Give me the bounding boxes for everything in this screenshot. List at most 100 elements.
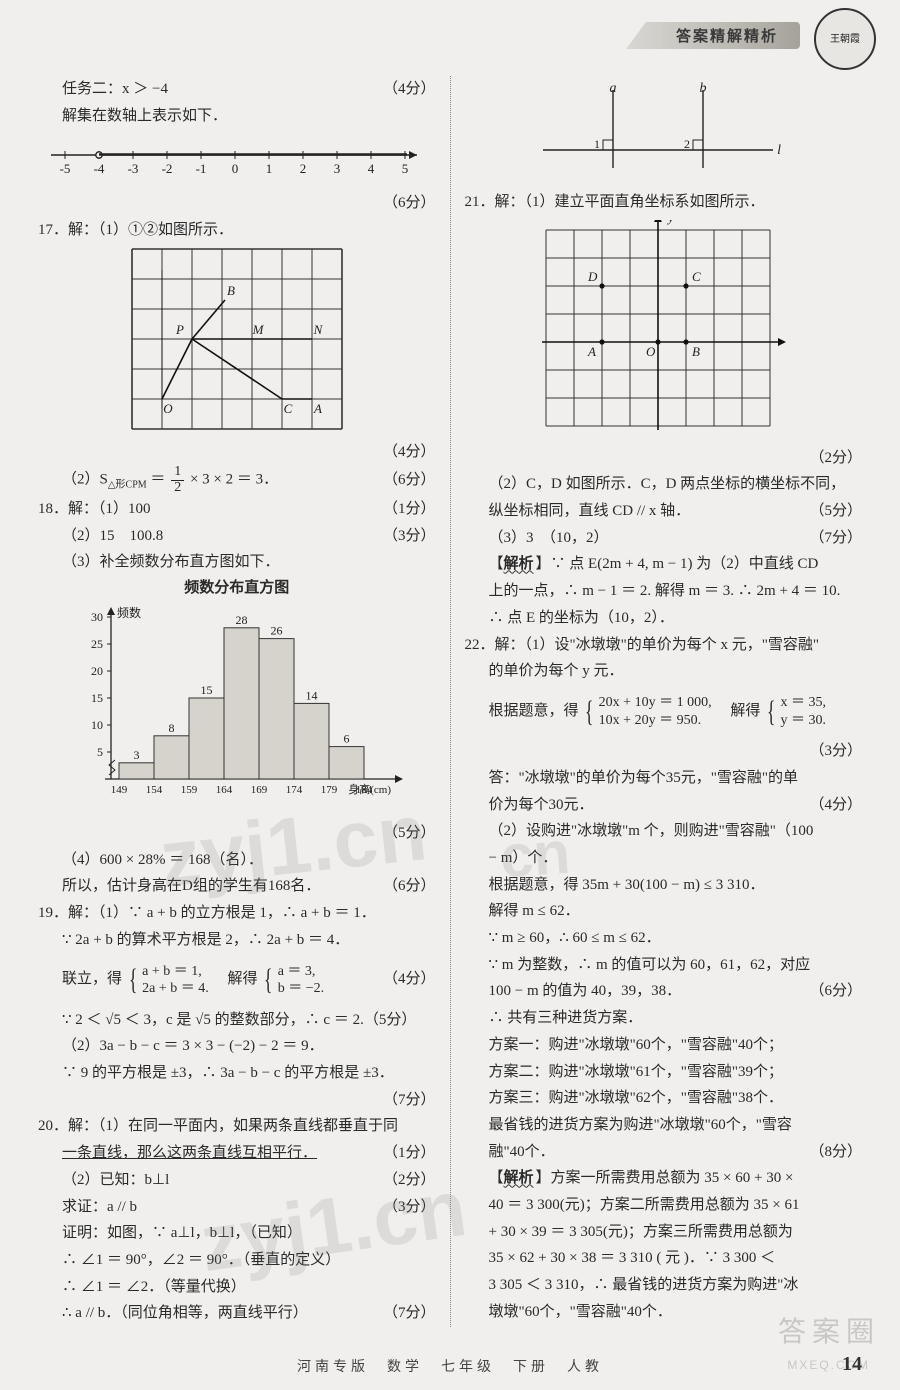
text: 方案二：购进"冰墩墩"61个，"雪容融"39个；: [489, 1059, 863, 1086]
right-column: a b l 1 2 21．解：（1）建立平面直角坐标系如图所示． xyABCDO （2分…: [451, 70, 877, 1327]
svg-text:P: P: [175, 322, 184, 337]
svg-text:15: 15: [200, 683, 212, 697]
seal-stamp: 王朝霞: [814, 8, 876, 70]
geometry-grid-figure: OPBMNCA: [38, 248, 436, 435]
svg-text:15: 15: [91, 691, 103, 705]
text: 的单价为每个 y 元．: [489, 658, 863, 685]
text: 根据题意，得 35m + 30(100 − m) ≤ 3 310．: [489, 872, 863, 899]
text: （3）补全频数分布直方图如下．: [62, 549, 436, 576]
coord-grid-svg: xyABCDO: [536, 220, 790, 436]
text: （2）C，D 如图所示．C，D 两点坐标的横坐标不同，: [489, 471, 863, 498]
score: （6分）: [375, 190, 436, 217]
svg-text:164: 164: [216, 784, 233, 796]
svg-text:1: 1: [266, 161, 273, 176]
text: 3 305 ＜ 3 310，∴ 最省钱的进货方案为购进"冰: [489, 1272, 863, 1299]
content-columns: 任务二：x ＞ −4（4分） 解集在数轴上表示如下． -5-4-3-2-1012…: [0, 70, 900, 1327]
text: ∵ 9 的平方根是 ±3，∴ 3a − b − c 的平方根是 ±3．: [62, 1060, 436, 1087]
histogram-figure: 51015202530频数381528261461491541591641691…: [38, 601, 436, 816]
text: （2）S△形CPM ＝ 12 × 3 × 2 ＝ 3．: [62, 465, 375, 495]
svg-text:M: M: [251, 322, 264, 337]
score: （5分）: [375, 820, 436, 847]
text: 【解析】方案一所需费用总额为 35 × 60 + 30 ×: [489, 1165, 863, 1192]
svg-text:1: 1: [594, 137, 600, 151]
text: （2）3a − b − c ＝ 3 × 3 − (−2) − 2 ＝ 9．: [62, 1033, 436, 1060]
svg-text:5: 5: [97, 745, 103, 759]
text: 求证：a // b: [62, 1194, 375, 1221]
svg-text:4: 4: [368, 161, 375, 176]
score: （6分）: [375, 873, 436, 900]
svg-text:l: l: [777, 143, 781, 158]
text: 一条直线，那么这两条直线互相平行．: [62, 1140, 375, 1167]
text: （2）15 100.8: [62, 523, 375, 550]
svg-text:2: 2: [300, 161, 307, 176]
footer-text: 河南专版 数学 七年级 下册 人教: [0, 1356, 900, 1376]
text: ∴ ∠1 ＝ 90°，∠2 ＝ 90°．（垂直的定义）: [62, 1247, 436, 1274]
text: 解得 m ≤ 62．: [489, 898, 863, 925]
svg-text:8: 8: [168, 721, 174, 735]
svg-text:a: a: [610, 81, 617, 96]
page-number: 14: [842, 1353, 862, 1376]
text: − m）个．: [489, 845, 863, 872]
svg-text:N: N: [312, 322, 323, 337]
text: 上的一点，∴ m − 1 ＝ 2. 解得 m ＝ 3. ∴ 2m + 4 ＝ 1…: [489, 578, 863, 605]
svg-text:B: B: [227, 283, 235, 298]
score: （4分）: [375, 76, 436, 103]
geometry-grid-svg: OPBMNCA: [131, 248, 343, 430]
text: 35 × 62 + 30 × 38 ＝ 3 310 ( 元 )．∵ 3 300 …: [489, 1245, 863, 1272]
text: 100 − m 的值为 40，39，38．: [489, 978, 802, 1005]
numberline-figure: -5-4-3-2-1012345: [38, 133, 436, 186]
score: （3分）: [375, 1194, 436, 1221]
svg-text:-3: -3: [127, 161, 138, 176]
score: （7分）: [375, 1087, 436, 1114]
svg-text:169: 169: [251, 784, 268, 796]
perpendicular-figure: a b l 1 2: [465, 80, 863, 185]
svg-text:0: 0: [232, 161, 239, 176]
svg-text:2: 2: [684, 137, 690, 151]
svg-text:149: 149: [111, 784, 128, 796]
svg-text:D: D: [587, 269, 598, 284]
score: （4分）: [375, 439, 436, 466]
text: （2）设购进"冰墩墩"m 个，则购进"雪容融"（100: [489, 818, 863, 845]
text: 融"40个．: [489, 1139, 802, 1166]
text: ∴ 点 E 的坐标为（10，2）．: [489, 605, 863, 632]
text: 19．解：（1）∵ a + b 的立方根是 1，∴ a + b ＝ 1．: [38, 900, 436, 927]
score: （1分）: [375, 496, 436, 523]
text: ∵ 2a + b 的算术平方根是 2，∴ 2a + b ＝ 4．: [62, 927, 436, 954]
text: + 30 × 39 ＝ 3 305(元)；方案三所需费用总额为: [489, 1219, 863, 1246]
svg-text:154: 154: [146, 784, 163, 796]
score: （1分）: [375, 1140, 436, 1167]
score: （3分）: [375, 523, 436, 550]
text: 答："冰墩墩"的单价为每个35元，"雪容融"的单: [489, 765, 863, 792]
svg-text:b: b: [700, 81, 707, 96]
text: （4）600 × 28% ＝ 168（名）．: [62, 847, 436, 874]
numberline-svg: -5-4-3-2-1012345: [47, 133, 427, 181]
text: 21．解：（1）建立平面直角坐标系如图所示．: [465, 189, 863, 216]
histogram-svg: 51015202530频数381528261461491541591641691…: [67, 601, 407, 811]
svg-text:-1: -1: [195, 161, 206, 176]
svg-text:频数: 频数: [117, 605, 141, 620]
svg-text:14: 14: [305, 688, 317, 702]
text: 17．解：（1）①②如图所示．: [38, 217, 436, 244]
perpendicular-svg: a b l 1 2: [533, 80, 793, 180]
svg-text:30: 30: [91, 610, 103, 624]
score: （8分）: [801, 1139, 862, 1166]
svg-text:A: A: [313, 401, 322, 416]
score: （2分）: [801, 445, 862, 472]
svg-text:O: O: [163, 401, 173, 416]
text: 所以，估计身高在D组的学生有168名．: [62, 873, 375, 900]
svg-text:A: A: [587, 344, 596, 359]
svg-text:-4: -4: [93, 161, 104, 176]
score: （7分）: [801, 525, 862, 552]
svg-text:159: 159: [181, 784, 198, 796]
text: ∵ m 为整数，∴ m 的值可以为 60，61，62，对应: [489, 952, 863, 979]
text: 22．解：（1）设"冰墩墩"的单价为每个 x 元，"雪容融": [465, 632, 863, 659]
text: （2）已知：b⊥l: [62, 1167, 375, 1194]
svg-text:10: 10: [91, 718, 103, 732]
text: ∴ 共有三种进货方案．: [489, 1005, 863, 1032]
svg-text:5: 5: [402, 161, 409, 176]
text: ∴ a // b．（同位角相等，两直线平行）: [62, 1300, 375, 1327]
svg-text:身高(cm): 身高(cm): [348, 782, 391, 796]
histogram-title: 频数分布直方图: [38, 576, 436, 597]
score: （4分）: [375, 966, 436, 993]
text: （3）3 （10，2）: [489, 525, 802, 552]
